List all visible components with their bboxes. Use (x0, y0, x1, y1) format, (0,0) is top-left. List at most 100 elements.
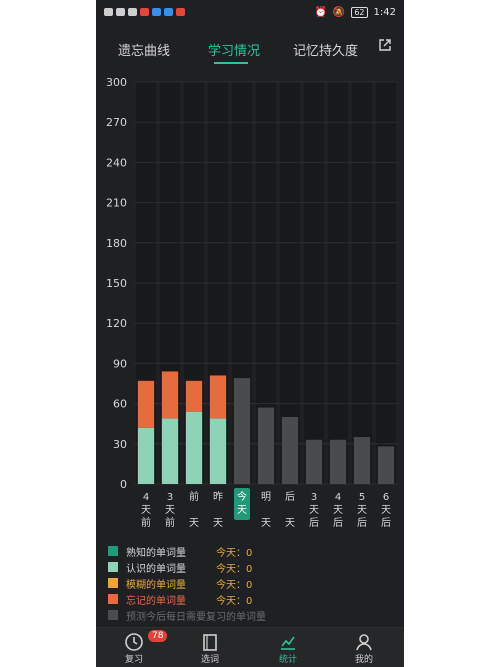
legend-item: 预测今后每日需要复习的单词量 (108, 607, 266, 623)
legend-today-count: 今天：0 (216, 579, 253, 591)
bar-segment (161, 418, 179, 484)
legend-swatch (108, 594, 118, 604)
mute-icon: 🔕 (332, 6, 346, 18)
message-icon (164, 8, 173, 16)
y-tick-label: 210 (106, 197, 127, 210)
x-tick-label: 天 (165, 505, 175, 516)
tab-forgetting-curve[interactable]: 遗忘曲线 (118, 44, 171, 59)
x-tick-label: 天 (261, 518, 271, 529)
bottom-navigation: 复习 78 选词 统计 我的 (96, 627, 404, 667)
cloud-icon (152, 8, 161, 16)
x-tick-label: 后 (333, 517, 343, 529)
legend-item: 模糊的单词量 今天：0 (108, 575, 266, 591)
y-tick-label: 30 (113, 438, 127, 451)
bar-segment (209, 418, 227, 484)
chart-icon (278, 632, 298, 652)
app-screen: ⏰ 🔕 62 1:42 遗忘曲线 学习情况 记忆持久度 0 30 60 90 120 15… (96, 0, 404, 667)
legend-swatch (108, 610, 118, 620)
review-count-badge: 78 (148, 630, 168, 642)
y-tick-label: 300 (106, 76, 127, 89)
y-tick-label: 150 (106, 277, 127, 290)
bar-segment (353, 437, 371, 484)
today-label-highlight (234, 488, 250, 520)
y-tick-label: 240 (106, 156, 127, 169)
x-tick-label: 3 (311, 492, 317, 503)
x-tick-label: 天 (381, 505, 391, 516)
wifi-icon (128, 8, 137, 16)
y-tick-label: 90 (113, 357, 127, 370)
bar-segment (233, 378, 251, 484)
legend-item: 忘记的单词量 今天：0 (108, 591, 266, 607)
x-tick-label: 天 (237, 505, 247, 516)
y-tick-label: 120 (106, 317, 127, 330)
status-bar: ⏰ 🔕 62 1:42 (96, 0, 404, 24)
x-tick-label: 后 (309, 517, 319, 529)
status-icons-right: ⏰ 🔕 62 1:42 (314, 6, 396, 18)
nav-label: 选词 (200, 655, 219, 665)
alarm-icon: ⏰ (314, 6, 327, 18)
app-notification-icon (140, 8, 149, 16)
bar-segment (185, 411, 203, 484)
clock-icon (124, 632, 144, 652)
x-tick-label: 天 (213, 518, 223, 529)
x-tick-label: 昨 (213, 491, 223, 503)
signal-icon (116, 8, 125, 16)
legend-label: 模糊的单词量 (126, 579, 186, 591)
person-icon (354, 632, 374, 652)
nav-review[interactable]: 复习 78 (104, 628, 168, 665)
x-tick-label: 明 (261, 491, 271, 503)
x-tick-label: 天 (141, 505, 151, 516)
legend-label: 预测今后每日需要复习的单词量 (126, 611, 266, 623)
bar-segment (137, 427, 155, 484)
study-chart: 03060901201501802102402703004天前3天前前天昨天今天… (106, 76, 398, 529)
x-tick-label: 后 (285, 491, 295, 503)
battery-indicator: 62 (351, 6, 368, 18)
x-tick-label: 天 (285, 518, 295, 529)
x-tick-label: 6 (383, 492, 389, 503)
bar-segment (329, 439, 347, 484)
legend-today-count: 今天：0 (216, 547, 253, 559)
legend-swatch (108, 546, 118, 556)
x-tick-label: 3 (167, 492, 173, 503)
x-tick-label: 4 (335, 492, 341, 503)
legend-label: 忘记的单词量 (126, 595, 186, 607)
x-tick-label: 5 (359, 492, 365, 503)
nav-select-words[interactable]: 选词 (180, 628, 240, 665)
legend-item: 熟知的单词量 今天：0 (108, 543, 266, 559)
top-tabs: 遗忘曲线 学习情况 记忆持久度 (96, 24, 404, 70)
x-tick-label: 前 (141, 516, 151, 529)
bar-segment (185, 380, 203, 412)
bar-segment (137, 380, 155, 428)
nav-profile[interactable]: 我的 (334, 628, 394, 665)
bar-segment (161, 371, 179, 419)
y-tick-label: 60 (113, 398, 127, 411)
mail-icon (176, 8, 185, 16)
legend-label: 熟知的单词量 (126, 547, 186, 559)
chart-legend: 熟知的单词量 今天：0 认识的单词量 今天：0 模糊的单词量 今天：0 忘记的单词量 今天：0… (108, 543, 266, 623)
active-tab-indicator (214, 62, 248, 64)
book-icon (200, 632, 220, 652)
tab-memory-durability[interactable]: 记忆持久度 (293, 44, 359, 59)
nav-label: 复习 (124, 655, 143, 665)
x-tick-label: 今 (237, 490, 247, 503)
legend-swatch (108, 578, 118, 588)
nav-statistics[interactable]: 统计 (258, 628, 318, 665)
status-icons-left (104, 8, 185, 16)
x-tick-label: 4 (143, 492, 149, 503)
bar-segment (305, 439, 323, 484)
y-tick-label: 270 (106, 116, 127, 129)
nav-label: 我的 (354, 655, 373, 665)
x-tick-label: 天 (189, 518, 199, 529)
legend-label: 认识的单词量 (126, 563, 186, 575)
bar-segment (281, 417, 299, 484)
x-tick-label: 天 (333, 505, 343, 516)
x-tick-label: 天 (357, 505, 367, 516)
y-tick-label: 180 (106, 237, 127, 250)
x-tick-label: 前 (189, 490, 199, 503)
nfc-icon (104, 8, 113, 16)
y-tick-label: 0 (120, 478, 127, 491)
x-tick-label: 天 (309, 505, 319, 516)
tab-study-status[interactable]: 学习情况 (208, 44, 261, 59)
share-icon[interactable] (378, 38, 392, 52)
clock-time: 1:42 (373, 6, 396, 18)
